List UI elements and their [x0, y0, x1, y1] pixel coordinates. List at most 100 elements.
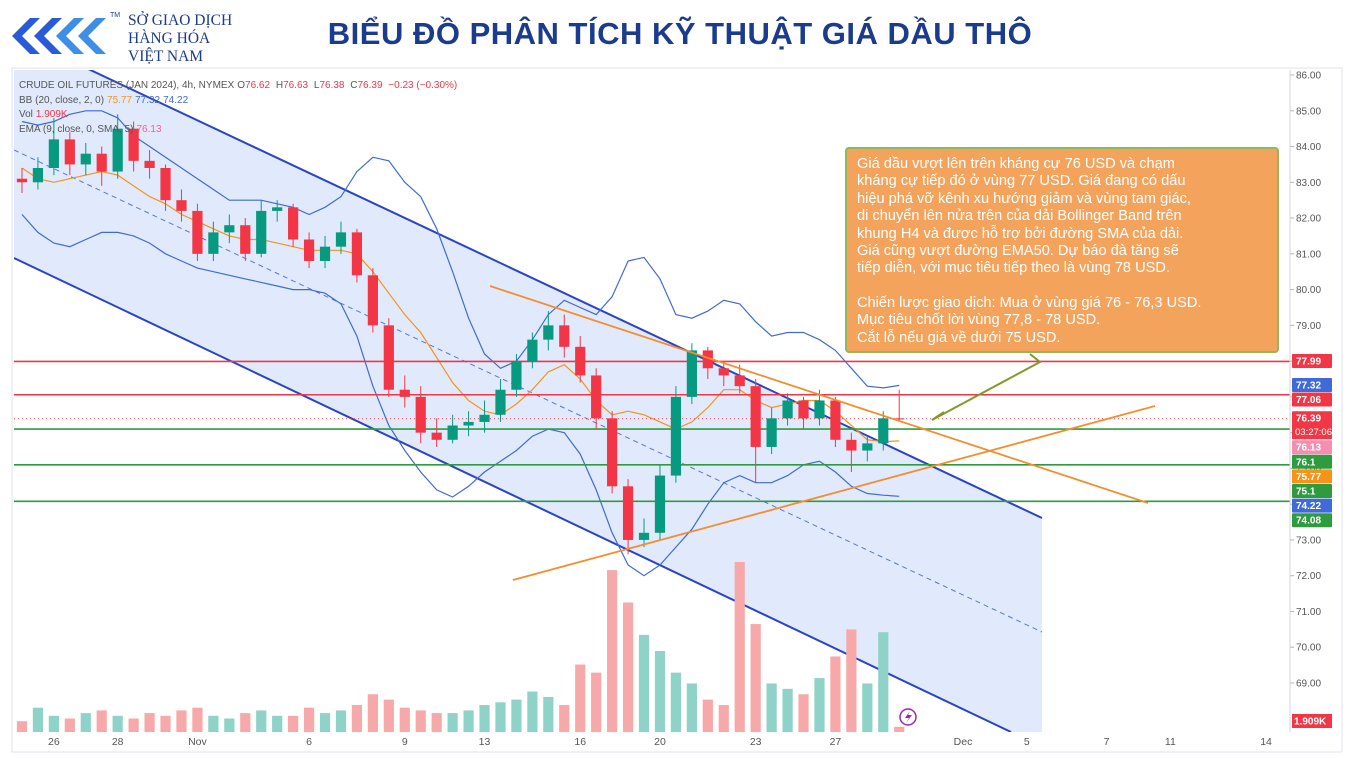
- y-tick-label: 71.00: [1296, 607, 1321, 618]
- ohlc-label: H: [275, 80, 284, 91]
- volume-bar: [495, 702, 506, 732]
- ema-label: EMA (9, close, 0, SMA, 5): [19, 123, 134, 135]
- candle-body: [463, 421, 474, 426]
- y-tick-label: 81.00: [1296, 249, 1321, 260]
- volume-bar: [383, 699, 394, 732]
- candle-body: [654, 475, 666, 533]
- logo-chevron: [56, 18, 84, 54]
- volume-bar: [112, 715, 123, 732]
- x-tick-label: 9: [402, 736, 408, 748]
- candle-body: [878, 418, 889, 444]
- volume-bar: [224, 718, 235, 732]
- volume-bar: [846, 629, 857, 732]
- candle-body: [607, 418, 618, 487]
- volume-bar: [670, 672, 682, 732]
- volume-bar: [814, 678, 825, 732]
- volume-bar: [208, 715, 219, 732]
- volume-bar: [702, 699, 713, 732]
- price-tag-label: 77.99: [1296, 356, 1321, 367]
- candle-body: [766, 418, 777, 447]
- candle-body: [431, 432, 442, 440]
- price-tag: [1292, 513, 1332, 528]
- candle-body: [479, 414, 490, 422]
- legend-row: CRUDE OIL FUTURES (JAN 2024), 4h, NYMEX O…: [19, 79, 463, 94]
- note-line: di chuyển lên nửa trên của dải Bollinger…: [857, 208, 1182, 225]
- volume-bar: [654, 651, 666, 732]
- alert-bolt: [905, 711, 912, 723]
- candle-body: [288, 207, 299, 240]
- logo-text: SỞ GIAO DỊCH HÀNG HÓA VIỆT NAM: [128, 12, 232, 66]
- volume-bar: [782, 688, 793, 732]
- candle-body: [112, 128, 123, 172]
- ema-value: 76.13: [136, 123, 162, 135]
- volume-bar: [256, 710, 267, 732]
- volume-bar: [894, 726, 905, 732]
- volume-bar: [447, 713, 458, 732]
- volume-bar: [319, 713, 331, 732]
- candle-body: [591, 375, 602, 419]
- volume-bar: [16, 721, 28, 732]
- note-line: Mục tiêu chốt lời vùng 77,8 - 78 USD.: [857, 312, 1101, 329]
- channel-mid: [14, 149, 1043, 633]
- price-tag-label: 74.08: [1296, 516, 1321, 527]
- price-tag: [1292, 498, 1332, 513]
- band-line: [21, 110, 900, 389]
- volume-bar: [622, 602, 634, 732]
- triangle: [489, 285, 1156, 726]
- note-line: Giá dầu vượt lên trên kháng cự 76 USD và…: [857, 156, 1175, 172]
- candle-body: [351, 232, 363, 276]
- price-tag: [1292, 411, 1332, 440]
- candle-body: [447, 425, 458, 440]
- volume-bar: [272, 715, 283, 732]
- candle-body: [399, 389, 410, 397]
- bb-label: BB (20, close, 2, 0): [19, 94, 105, 106]
- candle-body: [208, 232, 219, 254]
- x-tick-label: Dec: [954, 736, 973, 748]
- channel-lower: [14, 257, 1012, 732]
- annotation: Giá dầu vượt lên trên kháng cự 76 USD và…: [845, 147, 1279, 353]
- logo-line: HÀNG HÓA: [128, 30, 211, 47]
- price-tag-label: 76.13: [1296, 443, 1321, 454]
- candle-body: [160, 167, 171, 201]
- vol-label: Vol: [19, 109, 33, 121]
- price-tag: [1292, 377, 1332, 392]
- volume-bar: [511, 699, 522, 732]
- note-paragraph: Chiến lược giao dịch: Mua ở vùng giá 76 …: [857, 295, 1267, 347]
- x-tick-label: 28: [112, 736, 124, 748]
- x-tick-label: 6: [306, 736, 312, 748]
- x-tick-label: 23: [750, 736, 762, 748]
- candle-body: [734, 375, 745, 387]
- price-tag: [1292, 454, 1332, 469]
- candle-body: [335, 232, 347, 247]
- volume-bar: [527, 691, 538, 732]
- candle-body: [862, 443, 873, 451]
- channel-fill: [14, 70, 1042, 732]
- volume-bar: [734, 562, 745, 732]
- volume-bar: [128, 718, 139, 732]
- volume-bar: [80, 713, 91, 732]
- note-line: Cắt lỗ nếu giá về dưới 75 USD.: [857, 329, 1061, 346]
- bb-upper: 77.32: [135, 94, 161, 106]
- channel-upper: [88, 70, 1043, 519]
- note-line: Chiến lược giao dịch: Mua ở vùng giá 76 …: [857, 294, 1202, 311]
- candle-body: [559, 325, 570, 347]
- note-line: Giá cũng vượt đường EMA50. Dự báo đà tăn…: [857, 243, 1179, 260]
- y-tick-label: 85.00: [1296, 106, 1321, 117]
- y-tick-label: 84.00: [1296, 142, 1321, 153]
- y-tick-label: 70.00: [1296, 643, 1321, 654]
- volume: [16, 562, 905, 732]
- y-tick-label: 80.00: [1296, 285, 1321, 296]
- candle-body: [495, 389, 506, 415]
- legend-row: Vol 1.909K: [19, 108, 463, 123]
- x-tick-label: 7: [1104, 736, 1110, 748]
- candle-body: [527, 339, 538, 362]
- volume-tag-label: 1.909K: [1294, 717, 1327, 728]
- candle-body: [319, 246, 331, 261]
- triangle-lower: [512, 405, 1156, 581]
- price-tag-label: 77.06: [1296, 395, 1321, 406]
- price-tag: [1292, 353, 1332, 368]
- ohlc-value: 76.38: [319, 80, 345, 91]
- candle-body: [846, 439, 857, 451]
- y-tick-label: 79.00: [1296, 321, 1321, 332]
